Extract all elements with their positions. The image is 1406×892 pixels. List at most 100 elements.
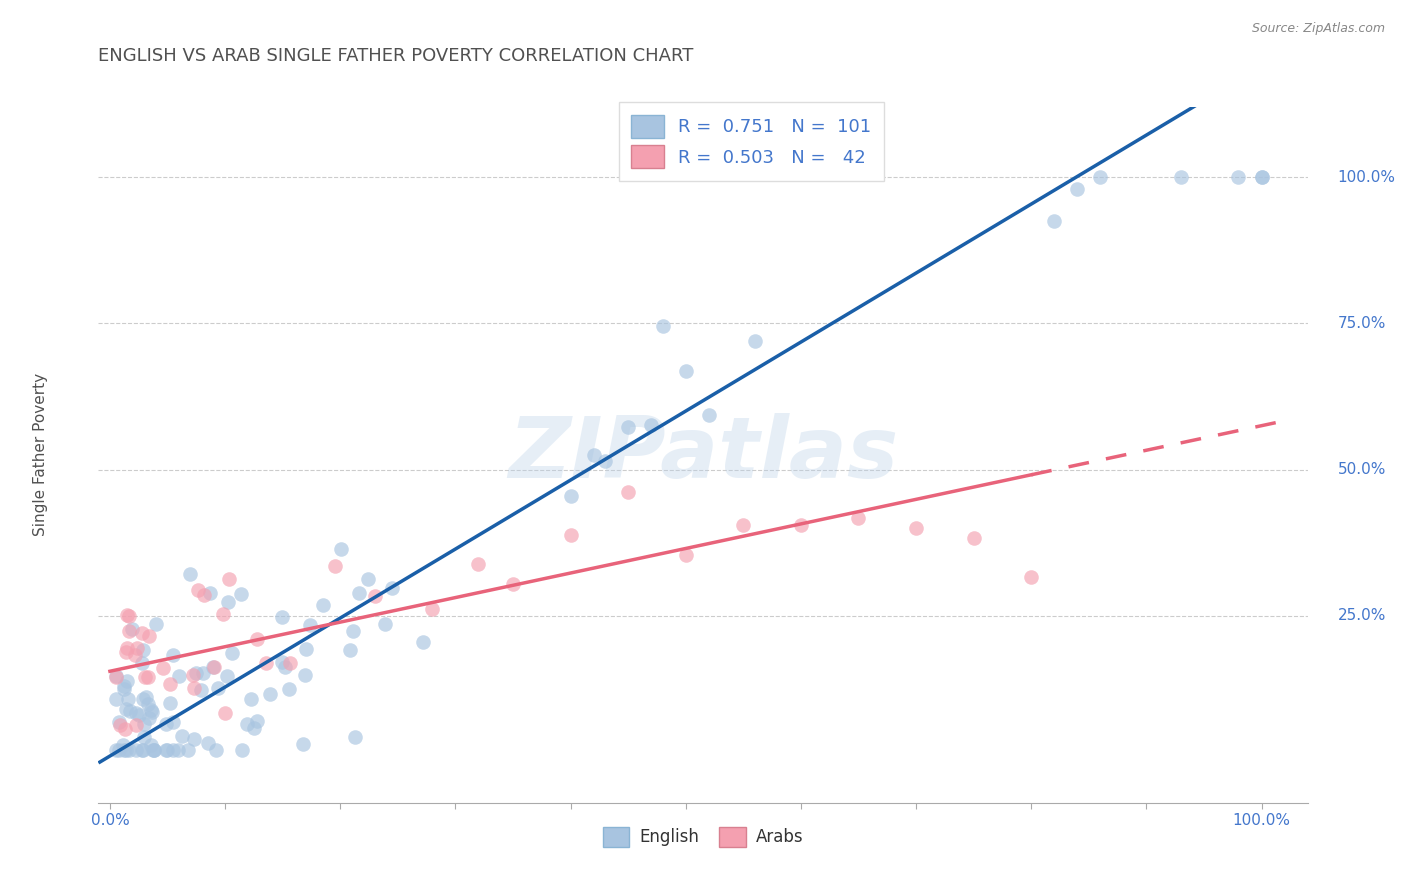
Point [115, 607, 138, 622]
Point [114, 645, 136, 659]
Point [560, 528, 582, 542]
Point [139, 703, 162, 717]
Point [617, 420, 640, 434]
Point [357, 572, 380, 586]
Point [115, 702, 138, 716]
Point [1250, 170, 1272, 185]
Point [905, 520, 928, 534]
Point [273, 660, 295, 674]
Point [231, 743, 253, 757]
Point [132, 643, 155, 657]
Point [218, 572, 240, 586]
Point [156, 743, 179, 757]
Point [1019, 570, 1042, 584]
Point [143, 743, 166, 757]
Point [112, 679, 135, 693]
Text: Source: ZipAtlas.com: Source: ZipAtlas.com [1251, 22, 1385, 36]
Point [1043, 213, 1066, 227]
Point [105, 743, 128, 757]
Point [115, 674, 138, 689]
Point [115, 743, 138, 757]
Point [364, 589, 387, 603]
Point [374, 617, 396, 632]
Point [162, 714, 184, 729]
Point [167, 669, 190, 683]
Point [1170, 170, 1192, 185]
Point [246, 714, 269, 728]
Point [381, 581, 404, 595]
Point [155, 716, 177, 731]
Point [271, 655, 294, 669]
Point [675, 364, 697, 378]
Point [136, 697, 159, 711]
Point [294, 668, 316, 682]
Point [141, 738, 163, 752]
Point [183, 681, 205, 696]
Point [675, 548, 697, 562]
Point [190, 682, 212, 697]
Point [292, 737, 315, 751]
Point [107, 714, 129, 729]
Point [132, 743, 155, 757]
Point [112, 681, 135, 696]
Point [342, 624, 364, 638]
Point [744, 334, 766, 349]
Point [214, 706, 236, 720]
Point [270, 609, 292, 624]
Point [181, 668, 204, 682]
Point [134, 670, 156, 684]
Point [121, 622, 143, 636]
Point [138, 629, 160, 643]
Point [111, 738, 134, 752]
Point [125, 743, 148, 757]
Point [167, 743, 190, 757]
Point [132, 731, 155, 745]
Point [125, 640, 148, 655]
Point [202, 660, 225, 674]
Point [278, 656, 301, 670]
Point [117, 692, 139, 706]
Point [131, 625, 153, 640]
Point [200, 585, 222, 599]
Point [124, 648, 146, 662]
Point [142, 743, 165, 757]
Point [467, 557, 489, 571]
Point [640, 417, 662, 432]
Point [790, 517, 813, 532]
Point [104, 692, 127, 706]
Point [118, 609, 141, 624]
Point [246, 632, 269, 647]
Point [236, 717, 259, 731]
Point [207, 681, 229, 695]
Point [114, 722, 136, 736]
Point [159, 677, 181, 691]
Point [124, 706, 146, 720]
Text: ZIPatlas: ZIPatlas [508, 413, 898, 497]
Text: 75.0%: 75.0% [1339, 316, 1386, 331]
Point [120, 704, 142, 718]
Point [240, 692, 263, 706]
Point [231, 587, 253, 601]
Point [159, 696, 181, 710]
Point [298, 618, 321, 632]
Point [128, 707, 150, 722]
Point [187, 583, 209, 598]
Point [254, 656, 277, 670]
Point [132, 717, 155, 731]
Point [560, 489, 582, 503]
Point [138, 711, 160, 725]
Point [295, 642, 318, 657]
Point [125, 717, 148, 731]
Point [115, 641, 138, 656]
Point [108, 743, 131, 757]
Text: 25.0%: 25.0% [1339, 608, 1386, 624]
Point [212, 607, 235, 621]
Point [145, 617, 167, 632]
Point [651, 318, 673, 333]
Point [177, 743, 200, 757]
Point [1066, 182, 1088, 196]
Point [347, 586, 370, 600]
Text: Single Father Poverty: Single Father Poverty [32, 374, 48, 536]
Point [205, 742, 228, 756]
Point [962, 531, 984, 545]
